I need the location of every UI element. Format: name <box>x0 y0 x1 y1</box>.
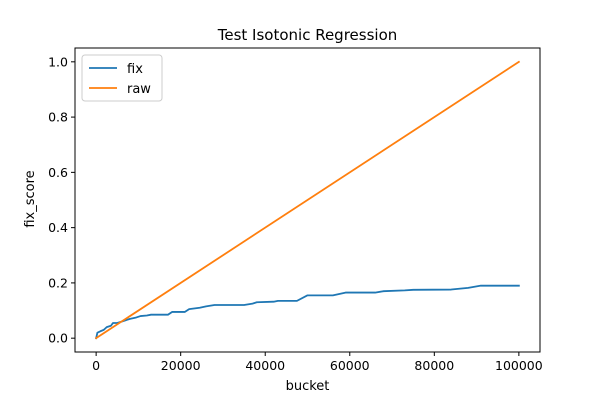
y-tick-label: 0.0 <box>48 331 68 346</box>
y-tick-label: 1.0 <box>48 54 68 69</box>
series-line-raw <box>94 60 521 340</box>
y-axis: 0.0 0.2 0.4 0.6 0.8 1.0 <box>48 54 75 346</box>
series-layer <box>94 60 521 340</box>
chart-title: Test Isotonic Regression <box>217 26 398 44</box>
x-tick-label: 0 <box>92 358 100 373</box>
y-tick-label: 0.2 <box>48 275 68 290</box>
legend-label-fix: fix <box>127 62 143 77</box>
x-axis-title: bucket <box>286 379 330 394</box>
x-tick-label: 80000 <box>414 358 454 373</box>
legend-label-raw: raw <box>127 82 151 97</box>
x-axis: 0 20000 40000 60000 80000 100000 <box>92 352 543 373</box>
y-tick-label: 0.6 <box>48 165 68 180</box>
legend-box <box>81 54 163 102</box>
y-axis-title: fix_score <box>23 170 38 227</box>
y-tick-label: 0.8 <box>48 110 68 125</box>
x-tick-label: 20000 <box>161 358 201 373</box>
x-tick-label: 40000 <box>245 358 285 373</box>
legend: fix raw <box>81 54 163 102</box>
y-tick-label: 0.4 <box>48 220 68 235</box>
plot-frame <box>74 47 541 353</box>
x-tick-label: 60000 <box>330 358 370 373</box>
x-tick-label: 100000 <box>495 358 543 373</box>
series-line-fix <box>95 284 520 340</box>
